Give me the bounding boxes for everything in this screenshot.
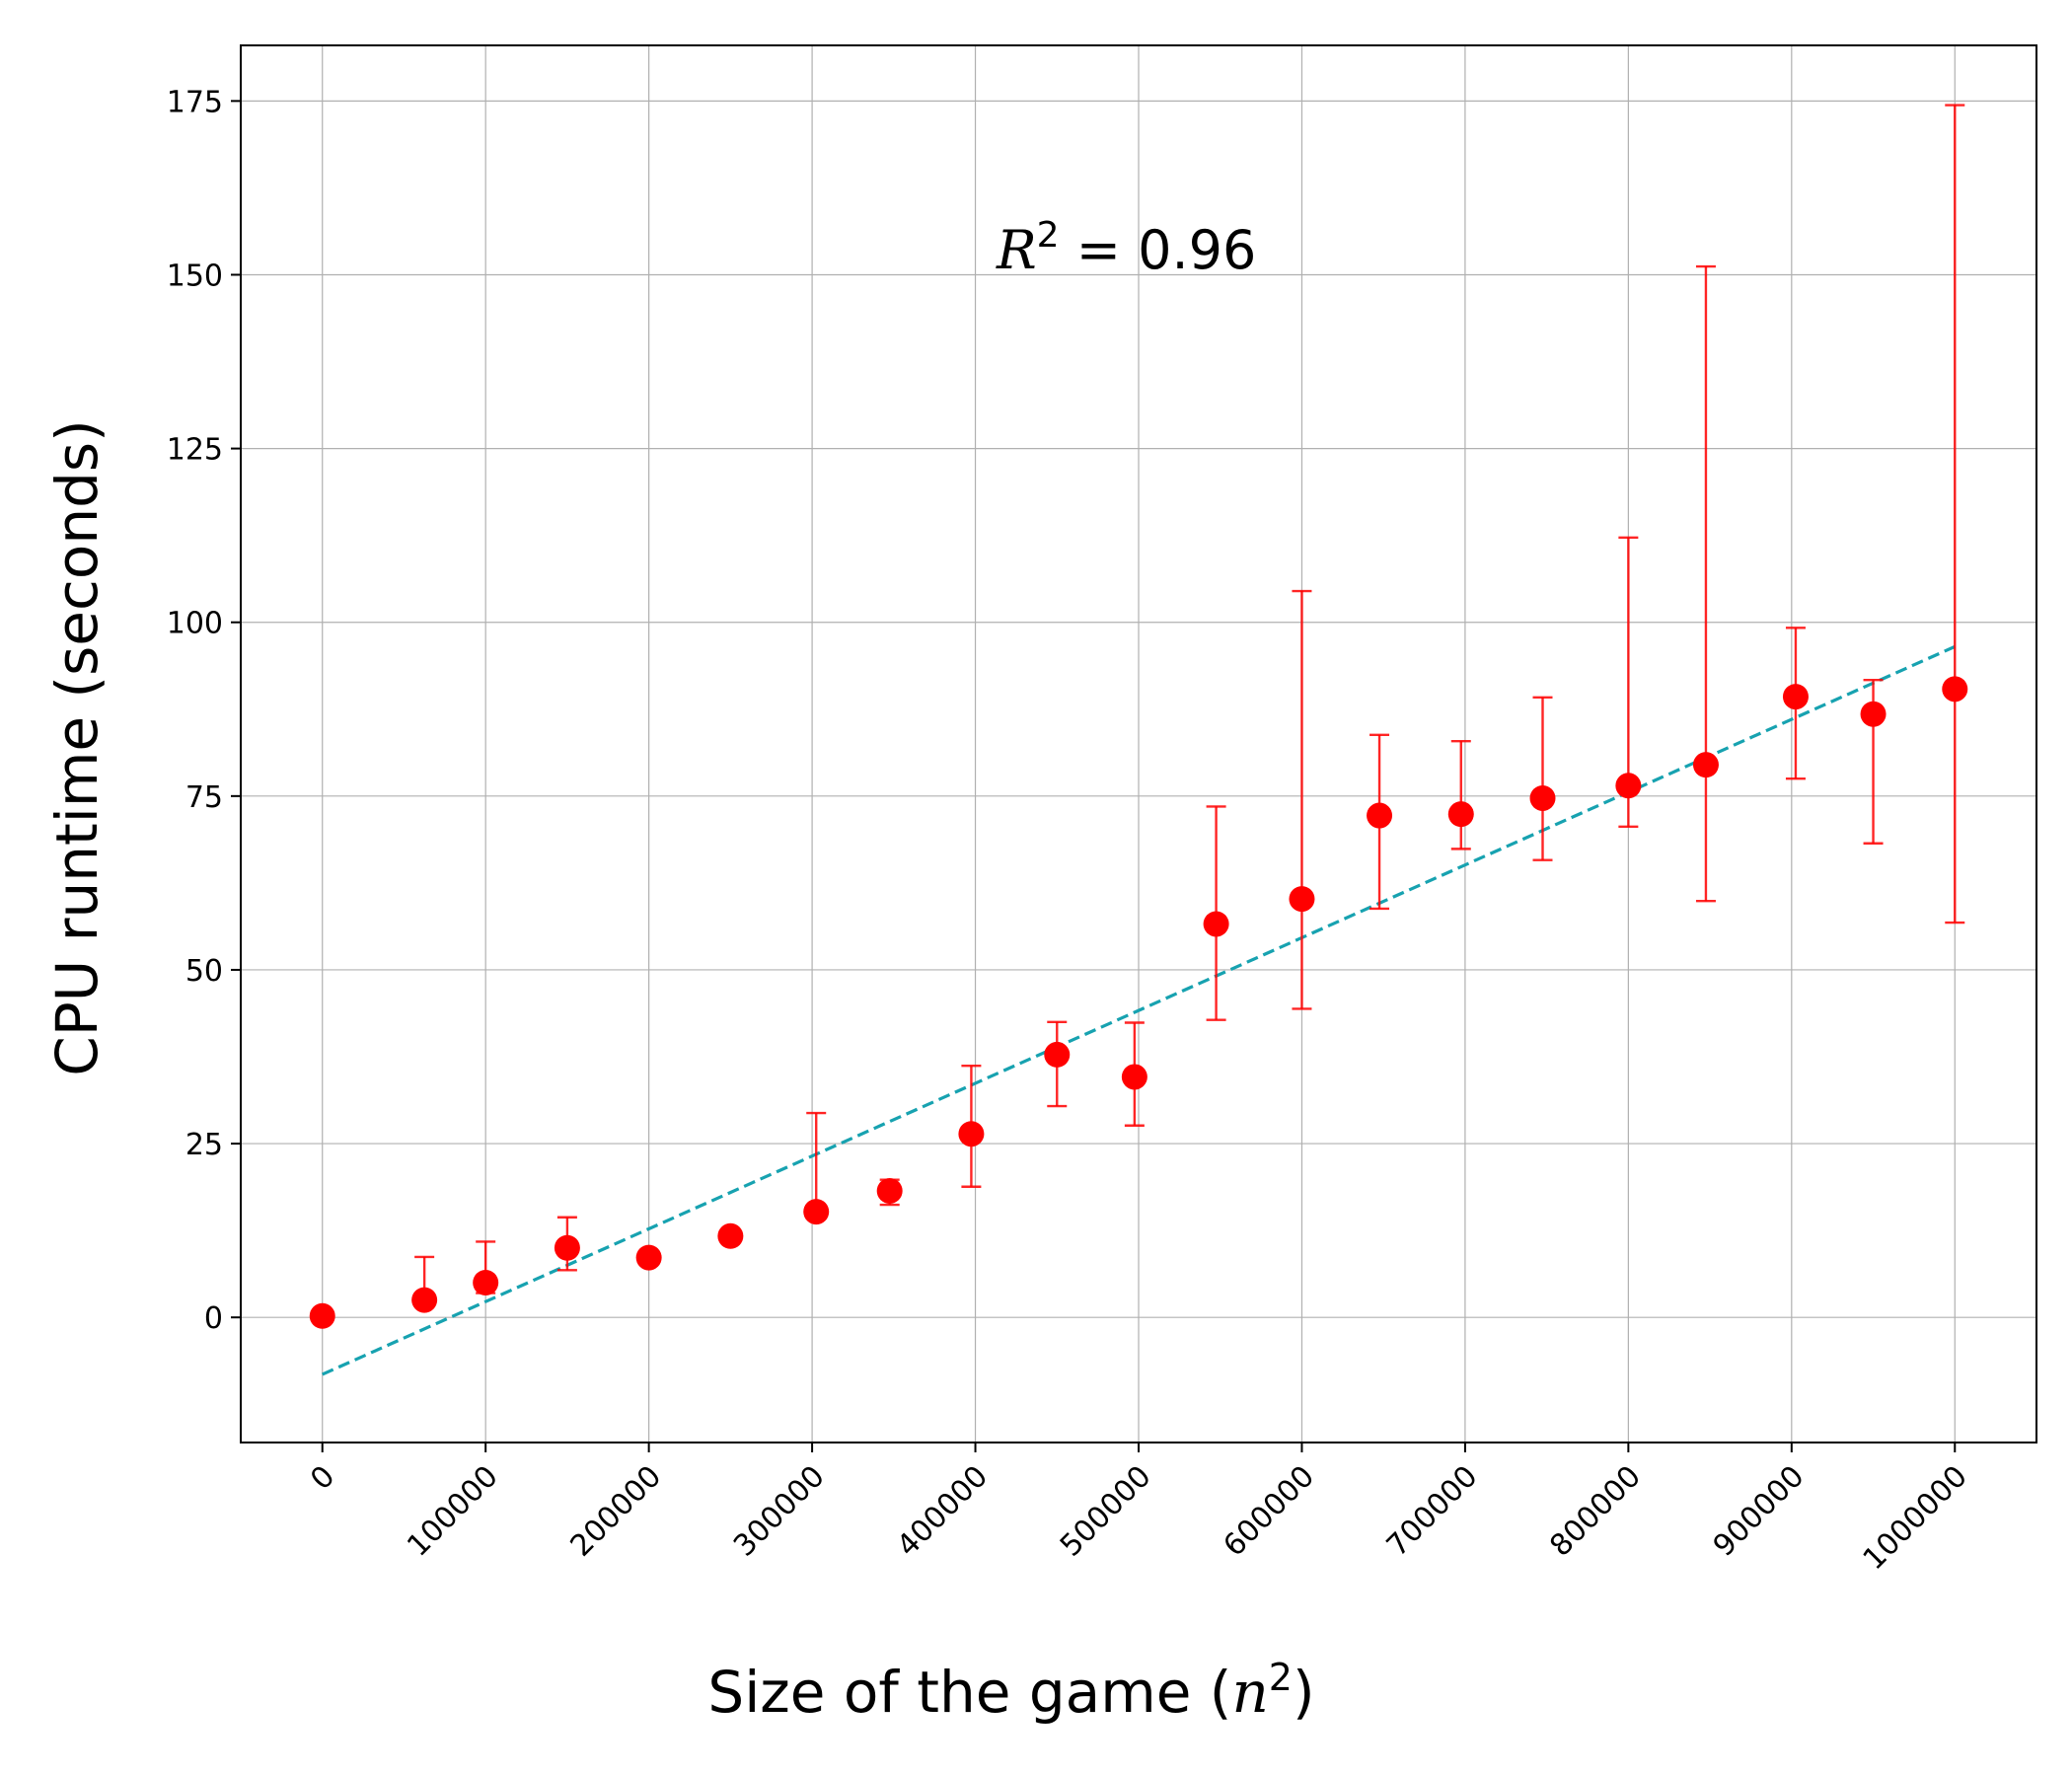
r-squared-annotation: R2 = 0.96 xyxy=(996,215,1256,281)
r-squared-value: = 0.96 xyxy=(1060,219,1257,281)
data-point xyxy=(803,1199,830,1225)
data-point xyxy=(876,1177,903,1204)
data-point xyxy=(1121,1064,1147,1090)
y-tick-label: 0 xyxy=(204,1301,223,1336)
data-point xyxy=(1529,784,1556,811)
x-axis-title-text: Size of the game ( xyxy=(707,1659,1231,1726)
data-point xyxy=(1447,801,1474,828)
x-axis-title: Size of the game (n2) xyxy=(707,1656,1314,1726)
y-tick-label: 125 xyxy=(167,433,223,468)
y-axis-title: CPU runtime (seconds) xyxy=(43,419,111,1076)
data-point xyxy=(554,1234,580,1261)
data-point xyxy=(1615,773,1642,799)
data-point xyxy=(1692,752,1719,778)
x-axis-title-exp: 2 xyxy=(1269,1656,1293,1699)
data-point xyxy=(717,1222,744,1249)
data-point xyxy=(1203,911,1229,937)
y-tick-label: 25 xyxy=(185,1128,223,1162)
fit-line-layer xyxy=(322,644,1956,1376)
y-tick-label: 50 xyxy=(185,954,223,989)
r-squared-var: R xyxy=(996,219,1037,281)
data-point xyxy=(309,1302,335,1329)
y-tick-label: 150 xyxy=(167,259,223,293)
r-squared-exp: 2 xyxy=(1037,215,1060,256)
fit-line xyxy=(322,644,1956,1376)
data-point xyxy=(1782,684,1809,710)
data-point xyxy=(1289,886,1315,913)
y-axis-ticks: 0 25 50 75 100 125 150 175 xyxy=(167,85,241,1336)
data-point xyxy=(473,1269,499,1295)
data-point xyxy=(1860,701,1887,727)
data-point xyxy=(1044,1041,1071,1068)
data-points xyxy=(309,676,1968,1329)
x-axis-title-end: ) xyxy=(1293,1659,1315,1726)
y-tick-label: 75 xyxy=(185,780,223,815)
data-point xyxy=(1367,802,1393,829)
y-tick-label: 175 xyxy=(167,85,223,119)
data-point xyxy=(958,1121,985,1147)
y-tick-label: 100 xyxy=(167,607,223,641)
x-axis-title-var: n xyxy=(1231,1659,1268,1726)
data-point xyxy=(1942,676,1968,703)
data-point xyxy=(411,1287,438,1313)
data-point xyxy=(635,1244,662,1271)
